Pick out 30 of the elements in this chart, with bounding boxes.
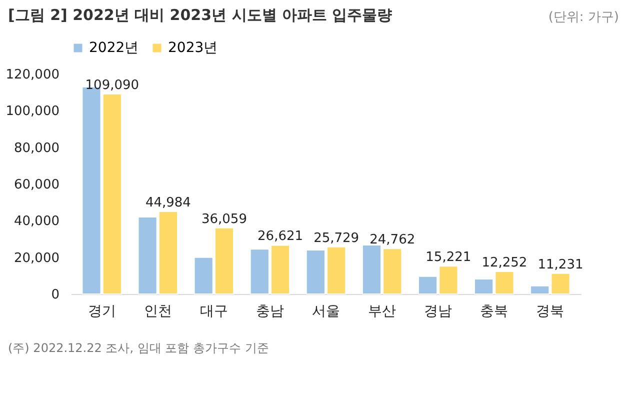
x-tick-label: 부산 (368, 304, 396, 320)
legend-label: 2022년 (89, 40, 139, 56)
legend-label: 2023년 (168, 40, 218, 56)
y-tick-label: 60,000 (14, 178, 60, 192)
y-tick-label: 40,000 (14, 214, 60, 230)
data-label: 109,090 (85, 78, 140, 93)
x-tick-label: 충북 (480, 304, 508, 320)
x-tick-label: 경기 (88, 304, 116, 320)
data-label: 11,231 (538, 257, 584, 272)
x-tick-label: 인천 (144, 304, 172, 320)
x-tick-label: 경남 (424, 304, 452, 320)
x-tick-label: 충남 (256, 304, 284, 320)
data-label: 26,621 (258, 229, 304, 244)
x-tick-label: 서울 (312, 304, 340, 320)
chart-subtitle: (단위: 가구) (548, 9, 619, 26)
x-tick-label: 경북 (536, 304, 564, 320)
text: (주) 2022.12.22 조사, 임대 포함 총가구수 기준 (8, 340, 269, 357)
y-tick-label: 0 (51, 288, 60, 302)
y-tick-label: 20,000 (14, 250, 60, 266)
chart-title: [그림 2] 2022년 대비 2023년 시도별 아파트 입주물량 (8, 6, 392, 25)
y-tick-label: 100,000 (6, 104, 60, 120)
data-label: 44,984 (145, 196, 191, 211)
y-tick-label: 80,000 (14, 140, 60, 156)
x-tick-label: 대구 (200, 304, 228, 320)
data-label: 36,059 (201, 212, 247, 227)
data-label: 24,762 (370, 232, 416, 248)
data-label: 15,221 (426, 250, 472, 266)
data-label: 25,729 (314, 230, 360, 246)
y-tick-label: 120,000 (6, 68, 60, 82)
data-label: 12,252 (482, 256, 528, 271)
